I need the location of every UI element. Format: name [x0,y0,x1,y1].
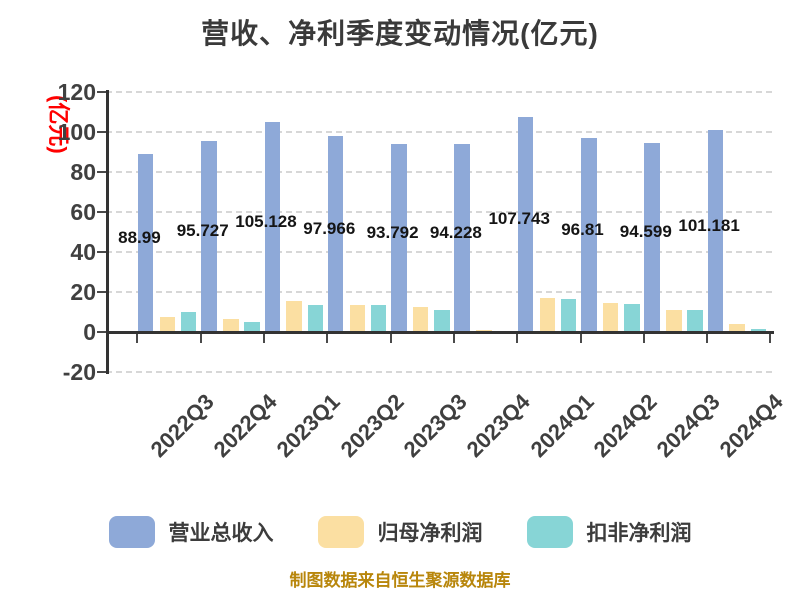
x-tick-mark [642,334,645,343]
value-label: 88.99 [118,228,161,247]
legend-item-net-profit: 归母净利润 [317,516,483,548]
value-label: 94.599 [619,222,672,242]
bar-net-profit [666,310,682,332]
value-label: 105.128 [235,211,297,231]
gridline [106,291,772,293]
value-label: 96.81 [561,220,604,240]
x-tick-label: 2024Q4 [715,389,789,463]
x-tick-mark [263,334,265,343]
y-tick-label: 100 [57,119,96,145]
legend-label-deducted-net-profit: 扣非净利润 [586,522,692,545]
legend-item-revenue: 营业总收入 [108,516,274,548]
y-tick-mark [97,251,106,253]
bar-deducted-net-profit [687,310,703,332]
value-label: 95.727 [176,221,229,241]
x-axis-line [106,331,774,334]
bar-net-profit [286,301,302,332]
x-tick-mark [389,334,392,343]
bar-net-profit [159,316,176,332]
bar-revenue [264,121,280,332]
x-tick-mark [706,334,709,343]
footer-source-note: 制图数据来自恒生聚源数据库 [289,571,511,590]
y-tick-mark [97,291,106,293]
bar-deducted-net-profit [560,299,577,332]
legend-swatch-deducted-net-profit [526,516,573,548]
bar-deducted-net-profit [307,305,323,332]
bar-deducted-net-profit [370,305,387,332]
gridline [106,171,772,173]
bar-deducted-net-profit [624,304,640,332]
y-tick-mark [97,331,106,333]
value-label: 101.181 [678,215,740,235]
bar-net-profit [349,305,366,332]
bar-deducted-net-profit [434,310,450,332]
y-tick-label: 0 [83,319,96,345]
x-tick-mark [516,334,519,343]
bar-revenue [644,142,660,332]
y-tick-label: 20 [70,279,96,305]
x-tick-mark [579,334,582,343]
y-tick-label: 40 [70,239,96,265]
gridline [106,371,772,373]
y-tick-label: 60 [70,199,96,225]
bar-net-profit [412,306,429,332]
bar-revenue [391,144,407,332]
x-tick-mark [769,334,772,343]
bar-revenue [137,154,154,332]
y-tick-mark [97,211,106,213]
x-tick-mark [452,334,455,343]
y-tick-label: -20 [62,359,96,385]
legend-item-deducted-net-profit: 扣非净利润 [526,516,692,548]
chart-legend: 营业总收入 归母净利润 扣非净利润 [0,516,800,548]
y-tick-mark [97,371,106,373]
value-label: 107.743 [488,209,550,229]
y-tick-mark [97,171,106,173]
bar-net-profit [602,302,619,332]
bar-net-profit [223,319,239,332]
bar-deducted-net-profit [180,311,197,332]
gridline [106,211,772,213]
gridline [106,91,772,93]
bar-revenue [201,140,217,332]
bar-deducted-net-profit [244,322,260,332]
y-tick-mark [97,91,106,93]
bar-deducted-net-profit [750,328,767,332]
gridline [106,131,772,133]
legend-label-revenue: 营业总收入 [168,522,274,545]
x-tick-mark [326,334,329,343]
y-tick-mark [97,131,106,133]
bar-revenue [454,143,470,332]
bar-revenue [517,116,534,332]
value-label: 97.966 [303,219,356,239]
bar-revenue [581,138,597,332]
bar-revenue [707,129,724,332]
y-tick-label: 120 [57,79,96,105]
y-tick-label: 80 [70,159,96,185]
y-axis-line [106,90,109,374]
page-title: 营收、净利季度变动情况(亿元) [201,18,599,49]
legend-label-net-profit: 归母净利润 [377,522,483,545]
legend-swatch-net-profit [317,516,364,548]
x-tick-mark [199,334,202,343]
gridline [106,251,772,253]
value-label: 94.228 [429,222,482,242]
value-label: 93.792 [366,223,419,243]
x-tick-mark [136,334,139,343]
bar-net-profit [729,323,745,332]
legend-swatch-revenue [108,516,155,548]
bar-net-profit [539,297,555,332]
bar-revenue [327,136,344,332]
